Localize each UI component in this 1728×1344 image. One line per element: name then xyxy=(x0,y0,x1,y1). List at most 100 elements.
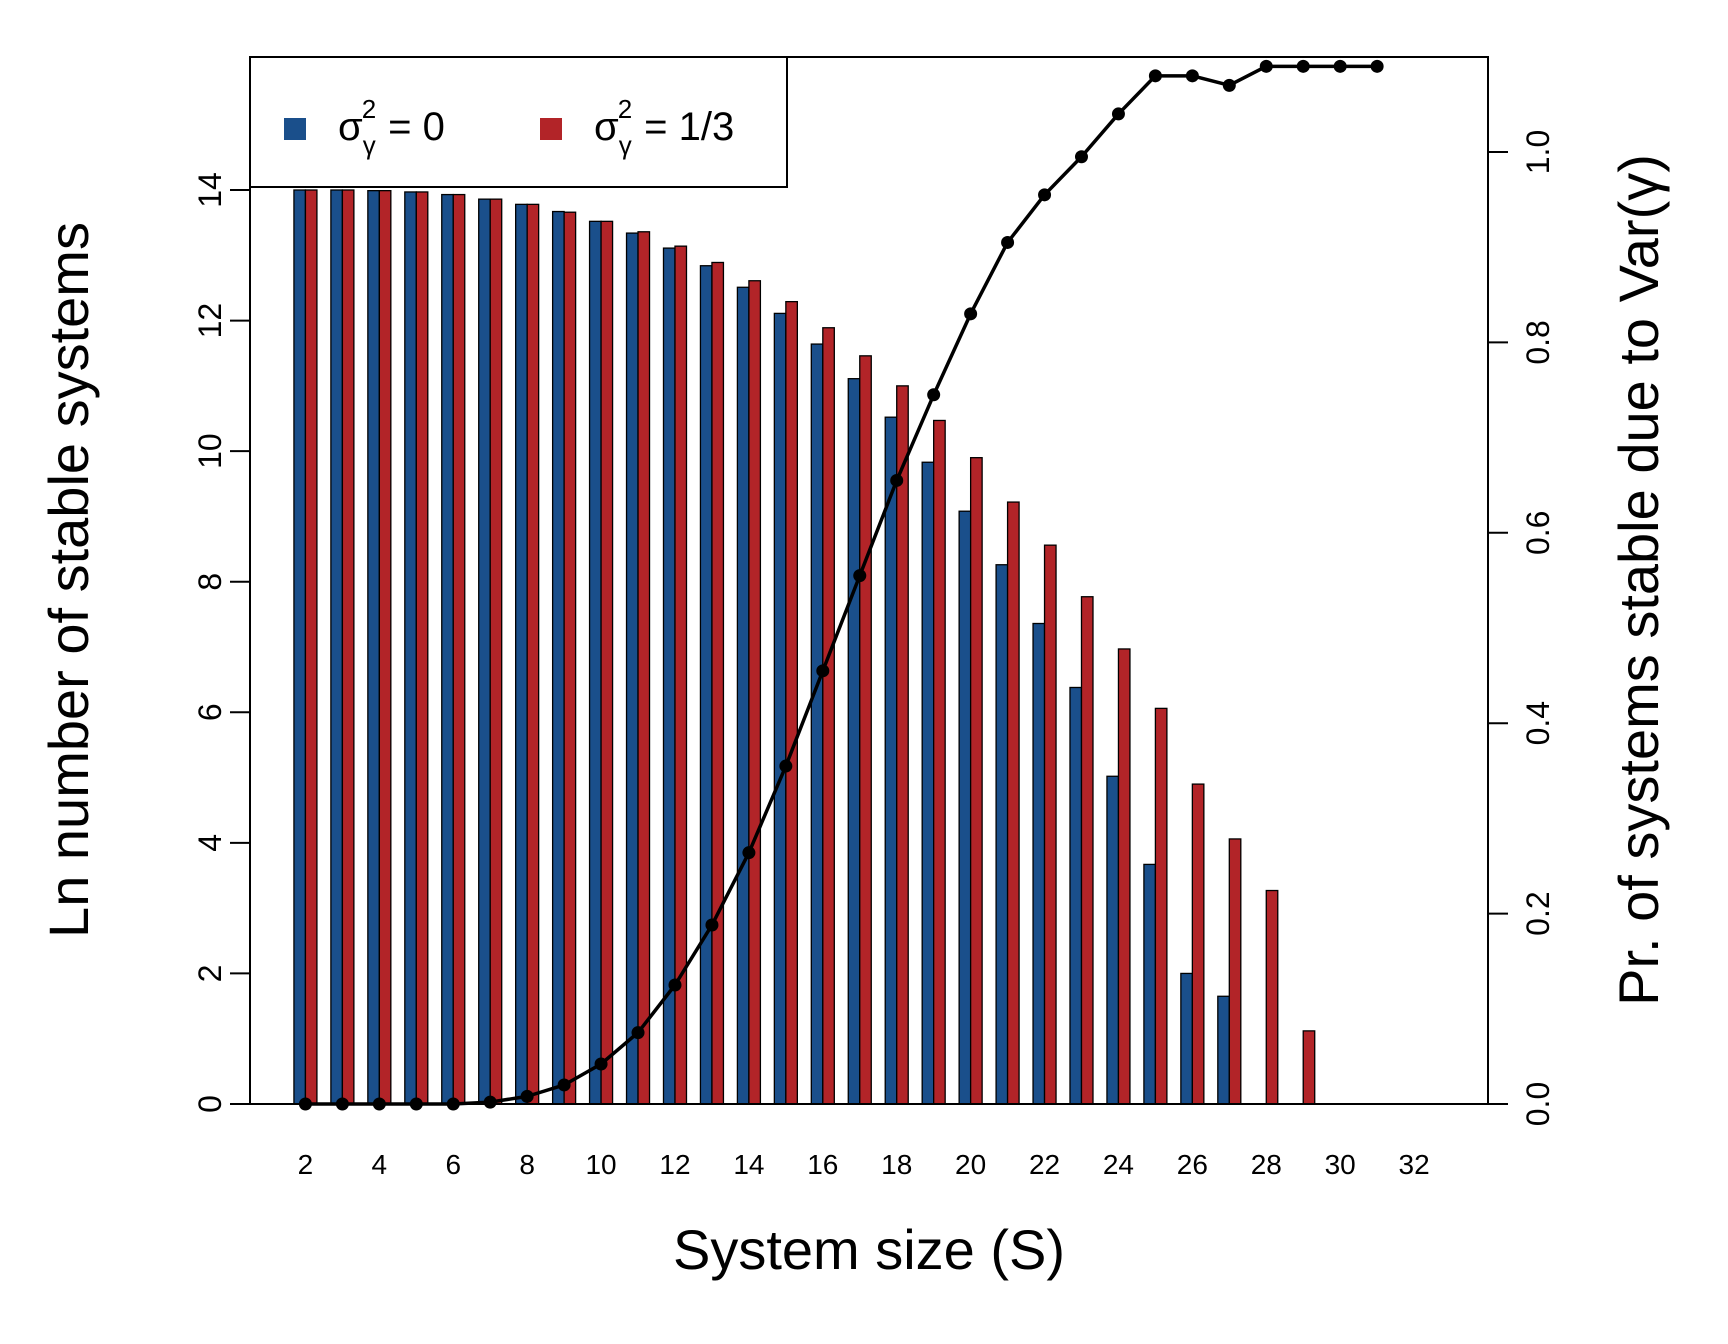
line-point-series-3 xyxy=(705,918,719,932)
legend-sup-series-1: 2 xyxy=(362,94,376,124)
x-tick-label: 2 xyxy=(298,1149,314,1180)
bar-series-2 xyxy=(969,457,983,1105)
y-tick-label: 0 xyxy=(192,1095,228,1113)
bar-series-1 xyxy=(293,189,307,1105)
bars-layer xyxy=(293,189,1316,1105)
y2-tick-label: 1.0 xyxy=(1520,130,1556,174)
legend: σγ2 = 0 σγ2 = 1/3 xyxy=(249,56,788,188)
legend-swatch-series-1 xyxy=(284,118,306,140)
x-tick-label: 24 xyxy=(1103,1149,1134,1180)
y-tick-label: 8 xyxy=(192,573,228,591)
legend-symbol-series-1: σ xyxy=(338,105,363,149)
y2-tick-label: 0.2 xyxy=(1520,891,1556,935)
y-tick-label: 6 xyxy=(192,703,228,721)
x-tick-label: 4 xyxy=(372,1149,388,1180)
y-axis-left: 0 2 4 6 8 10 12 14 xyxy=(192,172,250,1113)
legend-swatch-series-2 xyxy=(540,118,562,140)
bar-series-2 xyxy=(1117,648,1131,1105)
bar-series-2 xyxy=(341,189,355,1105)
bar-series-1 xyxy=(699,265,713,1105)
line-point-series-3 xyxy=(1222,78,1236,92)
bar-series-1 xyxy=(884,416,898,1105)
bar-series-1 xyxy=(551,210,565,1105)
x-tick-label: 18 xyxy=(881,1149,912,1180)
bar-series-2 xyxy=(489,198,503,1105)
bar-series-1 xyxy=(1069,686,1083,1105)
line-point-series-3 xyxy=(1370,59,1384,73)
bar-series-1 xyxy=(1180,972,1194,1105)
y-axis-title: Ln number of stable systems xyxy=(37,222,100,938)
legend-symbol-series-2: σ xyxy=(594,105,619,149)
x-tick-label: 26 xyxy=(1177,1149,1208,1180)
bar-series-1 xyxy=(847,378,861,1105)
plot-frame xyxy=(249,56,1489,1105)
bar-series-1 xyxy=(1106,775,1120,1105)
x-axis-title: System size (S) xyxy=(673,1218,1065,1281)
bar-series-1 xyxy=(404,191,417,1105)
bar-series-1 xyxy=(995,564,1009,1105)
legend-label-series-1: σγ 2 = 0 xyxy=(338,94,445,160)
line-point-series-3 xyxy=(1074,150,1088,164)
line-point-series-3 xyxy=(668,978,682,992)
bar-series-1 xyxy=(1143,863,1157,1105)
bar-series-1 xyxy=(810,343,824,1105)
y-tick-label: 4 xyxy=(192,834,228,852)
bar-series-1 xyxy=(958,510,972,1105)
line-point-series-3 xyxy=(557,1078,571,1092)
y2-axis-title: Pr. of systems stable due to Var(γ) xyxy=(1607,154,1670,1006)
line-point-series-3 xyxy=(1001,235,1015,249)
bar-series-2 xyxy=(600,220,614,1105)
x-tick-label: 28 xyxy=(1251,1149,1282,1180)
bar-series-1 xyxy=(736,286,750,1105)
bar-series-2 xyxy=(1080,596,1094,1105)
bar-series-2 xyxy=(1006,501,1020,1105)
line-point-series-3 xyxy=(1148,69,1162,83)
bar-series-1 xyxy=(330,189,344,1105)
x-tick-label: 32 xyxy=(1399,1149,1430,1180)
y-tick-label: 14 xyxy=(192,172,228,208)
line-point-series-3 xyxy=(816,664,830,678)
x-tick-label: 22 xyxy=(1029,1149,1060,1180)
legend-value-series-2: = 1/3 xyxy=(644,105,734,149)
x-tick-label: 16 xyxy=(807,1149,838,1180)
line-point-series-3 xyxy=(1111,107,1125,121)
line-point-series-3 xyxy=(927,388,941,402)
bar-series-1 xyxy=(625,232,639,1105)
bar-series-1 xyxy=(478,198,491,1105)
x-tick-label: 20 xyxy=(955,1149,986,1180)
bar-series-2 xyxy=(563,211,577,1105)
y-tick-label: 10 xyxy=(192,433,228,469)
bar-series-2 xyxy=(415,191,429,1105)
y2-tick-label: 0.0 xyxy=(1520,1082,1556,1126)
line-series-3 xyxy=(305,64,1378,1106)
x-tick-label: 8 xyxy=(519,1149,535,1180)
bar-series-1 xyxy=(588,220,602,1105)
line-point-series-3 xyxy=(853,569,867,583)
line-point-series-3 xyxy=(742,846,756,860)
x-tick-label: 30 xyxy=(1325,1149,1356,1180)
legend-label-series-2: σγ 2 = 1/3 xyxy=(594,94,734,160)
x-tick-label: 12 xyxy=(659,1149,690,1180)
line-point-series-3 xyxy=(483,1095,497,1109)
x-axis: 2 4 6 8 10 12 14 16 18 20 22 24 26 28 30 32 xyxy=(298,1149,1430,1180)
y-tick-label: 12 xyxy=(192,303,228,339)
x-tick-label: 10 xyxy=(585,1149,616,1180)
bar-series-2 xyxy=(1228,838,1242,1105)
legend-sub-series-1: γ xyxy=(363,130,376,160)
legend-sub-series-2: γ xyxy=(619,130,632,160)
line-point-series-3 xyxy=(631,1026,645,1040)
bar-series-2 xyxy=(1265,889,1279,1105)
y2-tick-label: 0.8 xyxy=(1520,320,1556,364)
bar-series-2 xyxy=(1191,783,1205,1105)
bar-series-1 xyxy=(662,247,676,1105)
bar-series-1 xyxy=(921,461,935,1105)
bar-series-1 xyxy=(441,193,454,1105)
bar-series-2 xyxy=(637,231,651,1105)
legend-value-series-1: = 0 xyxy=(388,105,445,149)
bar-series-2 xyxy=(1154,707,1168,1105)
line-point-series-3 xyxy=(964,307,978,321)
y2-tick-label: 0.6 xyxy=(1520,511,1556,555)
line-point-series-3 xyxy=(1333,59,1347,73)
line-point-series-3 xyxy=(1185,69,1199,83)
